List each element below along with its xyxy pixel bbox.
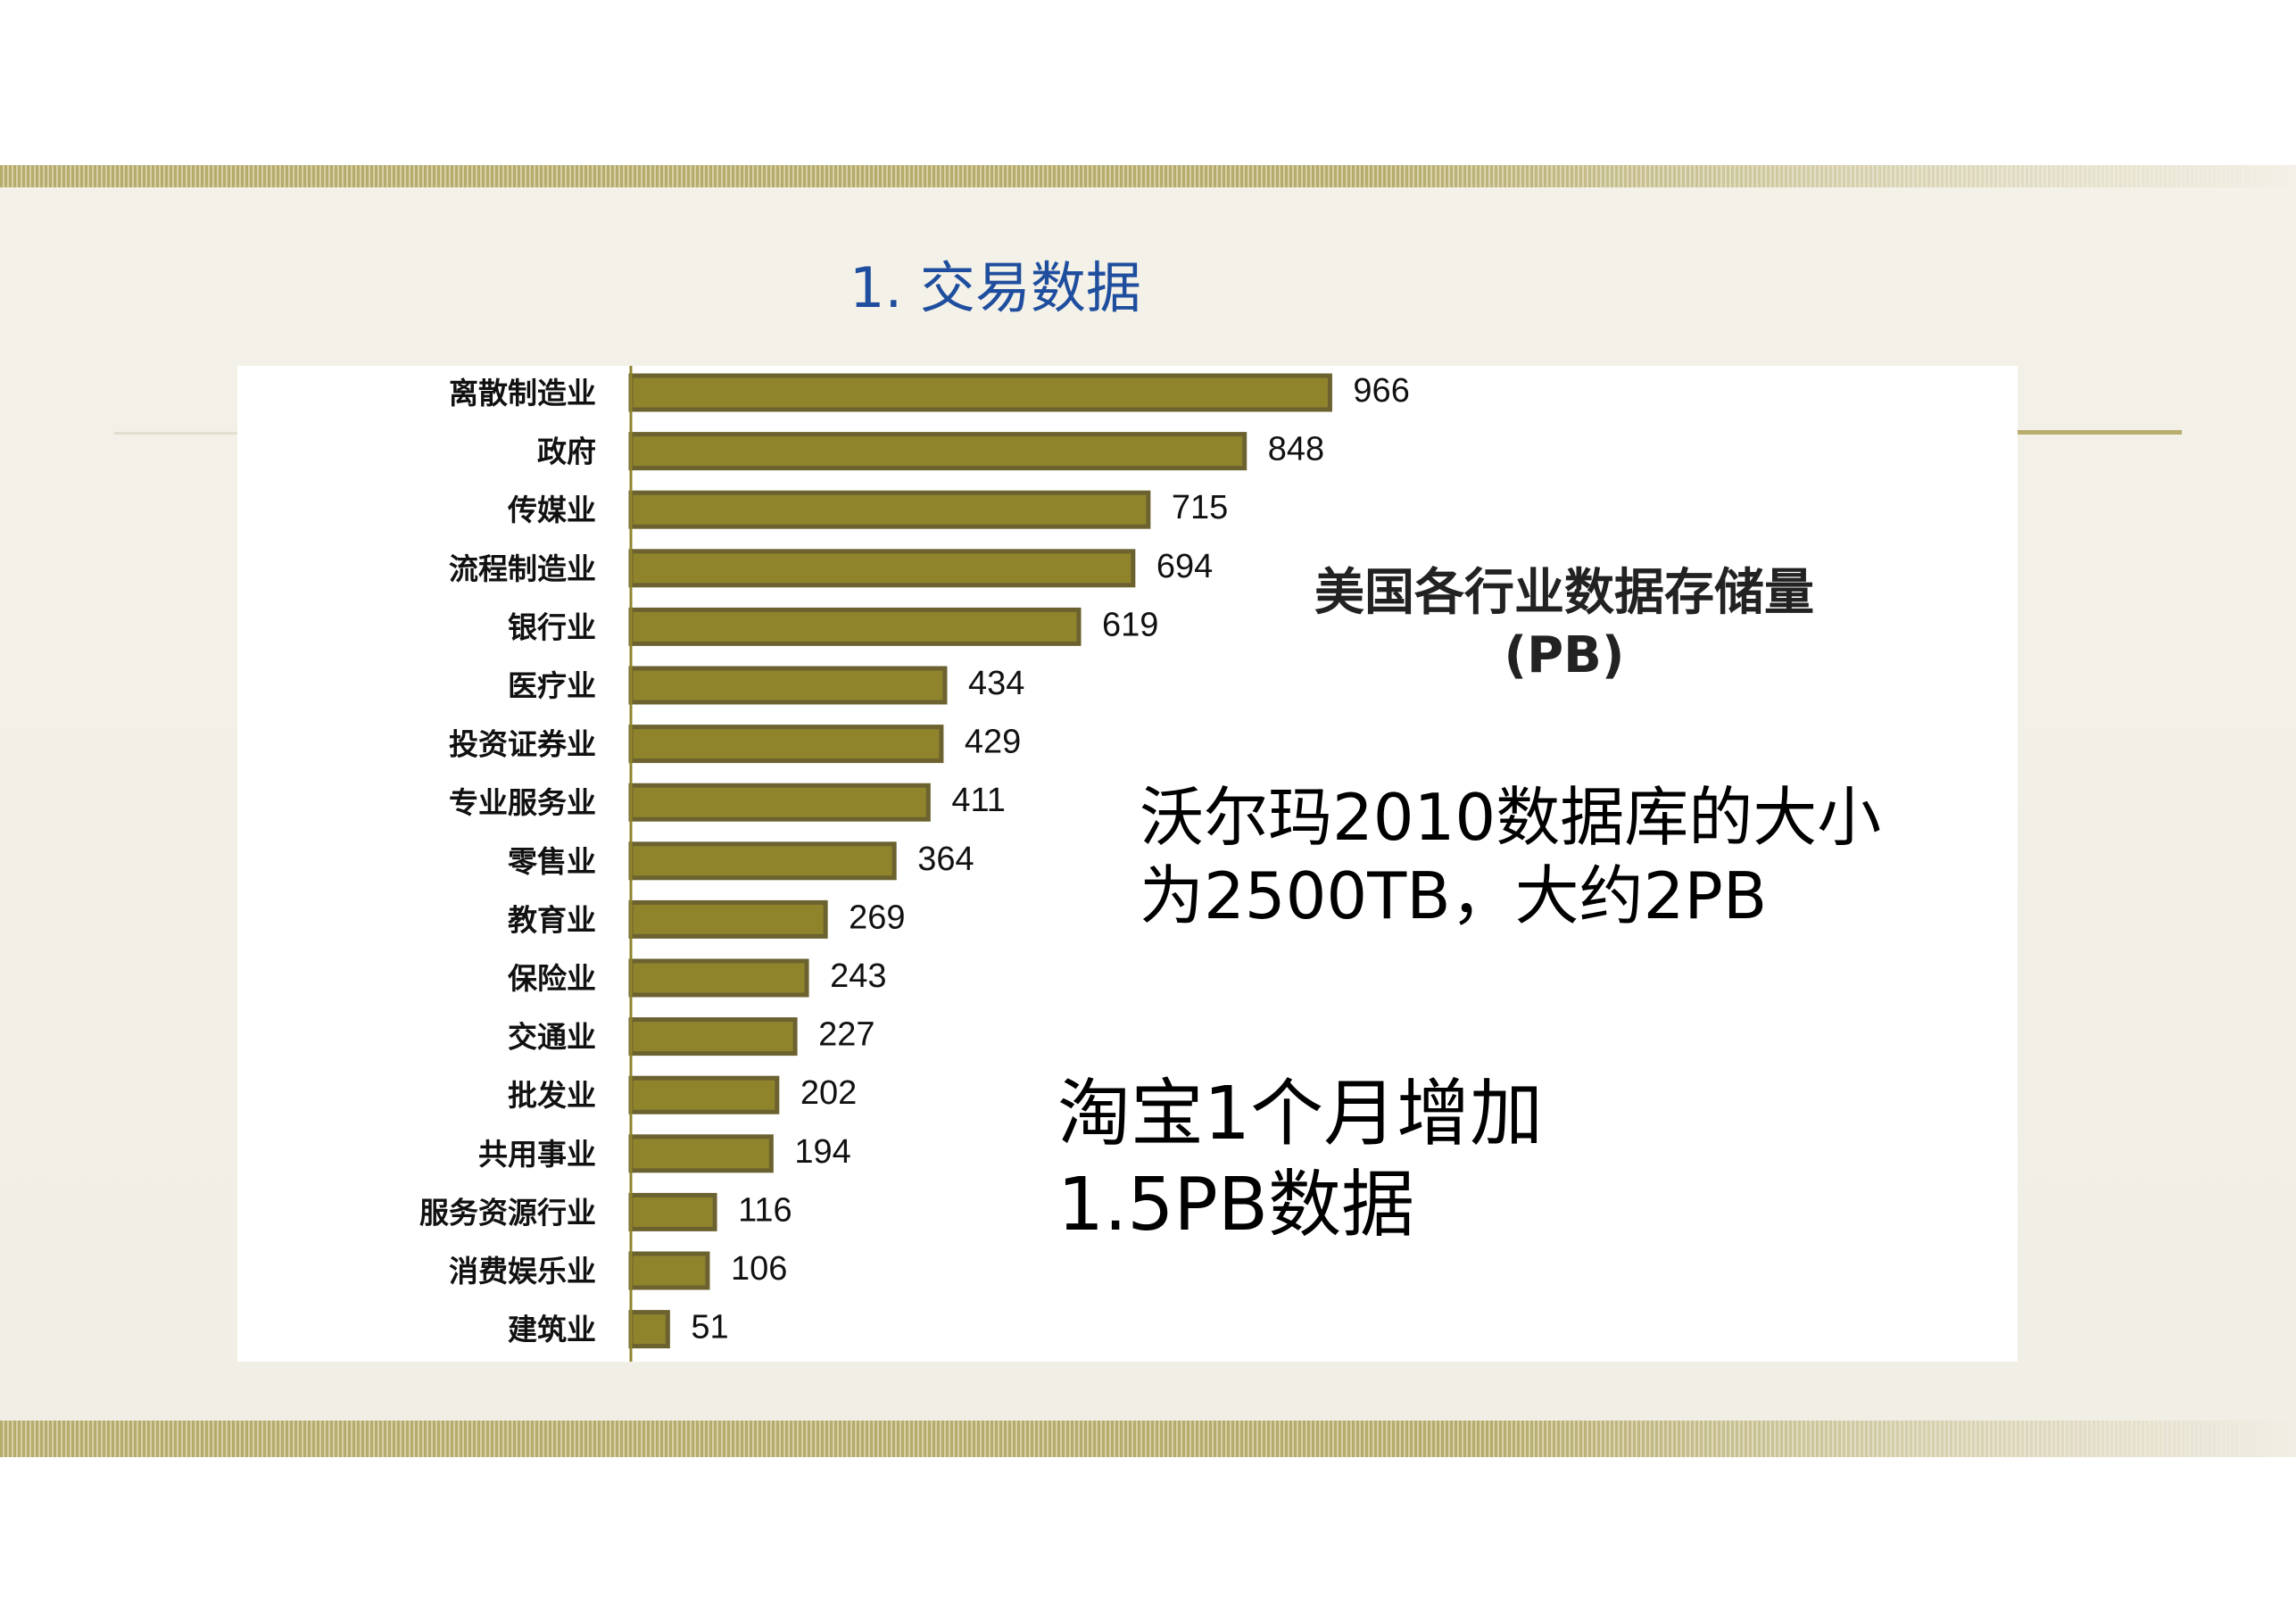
value-label: 202 <box>800 1074 857 1112</box>
bar <box>628 958 809 998</box>
category-label: 服务资源行业 <box>419 1195 596 1230</box>
value-label: 694 <box>1156 548 1213 585</box>
bar <box>628 841 897 881</box>
value-label: 619 <box>1102 606 1158 643</box>
bar <box>628 549 1136 588</box>
bar <box>628 666 948 705</box>
walmart-note-line1: 沃尔玛2010数据库的大小 <box>1140 780 1882 855</box>
taobao-note-line2: 1.5PB数据 <box>1057 1163 1415 1247</box>
bar <box>628 1134 774 1173</box>
value-label: 116 <box>738 1191 792 1229</box>
bar <box>628 607 1082 646</box>
value-label: 715 <box>1172 489 1228 526</box>
value-label: 411 <box>951 782 1006 819</box>
value-label: 227 <box>818 1016 874 1054</box>
value-label: 194 <box>794 1133 850 1171</box>
value-label: 429 <box>965 724 1021 761</box>
chart-area: 离散制造业 966 政府 848 传媒业 715 流程制造业 694 银行业 619 医疗业 434 投… <box>237 366 2018 1362</box>
bar <box>628 1310 670 1349</box>
value-label: 966 <box>1353 372 1409 410</box>
bar <box>628 432 1247 471</box>
chart-title-line1: 美国各行业数据存储量 <box>1314 564 1814 622</box>
category-label: 批发业 <box>508 1078 596 1113</box>
category-label: 政府 <box>537 435 596 469</box>
bar <box>628 1017 798 1056</box>
category-label: 流程制造业 <box>449 551 596 586</box>
category-label: 保险业 <box>508 961 596 996</box>
value-label: 51 <box>691 1309 728 1346</box>
category-label: 医疗业 <box>508 668 596 703</box>
taobao-note-line1: 淘宝1个月增加 <box>1057 1072 1544 1156</box>
value-label: 269 <box>849 899 905 936</box>
taobao-note: 淘宝1个月增加 1.5PB数据 <box>1057 1069 1543 1251</box>
category-label: 传媒业 <box>507 493 596 527</box>
divider-line-right <box>2018 430 2182 435</box>
value-label: 106 <box>731 1250 787 1288</box>
bottom-decorative-band <box>0 1421 2296 1457</box>
bar <box>628 373 1332 412</box>
chart-title: 美国各行业数据存储量 (PB) <box>1314 562 1814 687</box>
category-label: 消费娱乐业 <box>449 1254 596 1288</box>
divider-line-left <box>114 432 239 435</box>
bar <box>628 1251 710 1290</box>
chart-title-line2: (PB) <box>1504 626 1625 684</box>
category-label: 共用事业 <box>478 1137 596 1172</box>
bar <box>628 490 1151 529</box>
value-label: 434 <box>968 665 1024 702</box>
category-label: 专业服务业 <box>449 785 596 820</box>
category-label: 投资证券业 <box>449 727 596 762</box>
bar <box>628 899 828 939</box>
bar-chart: 离散制造业 966 政府 848 传媒业 715 流程制造业 694 银行业 619 医疗业 434 投… <box>419 366 1410 1362</box>
top-decorative-band <box>0 165 2296 187</box>
category-label: 零售业 <box>508 844 596 879</box>
slide-title: 1. 交易数据 <box>850 255 1141 320</box>
category-label: 教育业 <box>508 902 596 937</box>
bar <box>628 1075 780 1114</box>
value-label: 243 <box>830 957 886 995</box>
category-label: 银行业 <box>508 609 596 644</box>
category-label: 建筑业 <box>508 1313 596 1347</box>
value-label: 848 <box>1268 431 1324 468</box>
bar <box>628 783 931 822</box>
category-label: 离散制造业 <box>449 376 596 410</box>
value-label: 364 <box>917 841 974 878</box>
bar <box>628 725 944 764</box>
category-label: 交通业 <box>508 1020 596 1055</box>
bar <box>628 1192 717 1231</box>
walmart-note-line2: 为2500TB，大约2PB <box>1140 858 1768 933</box>
walmart-note: 沃尔玛2010数据库的大小 为2500TB，大约2PB <box>1140 778 1881 935</box>
